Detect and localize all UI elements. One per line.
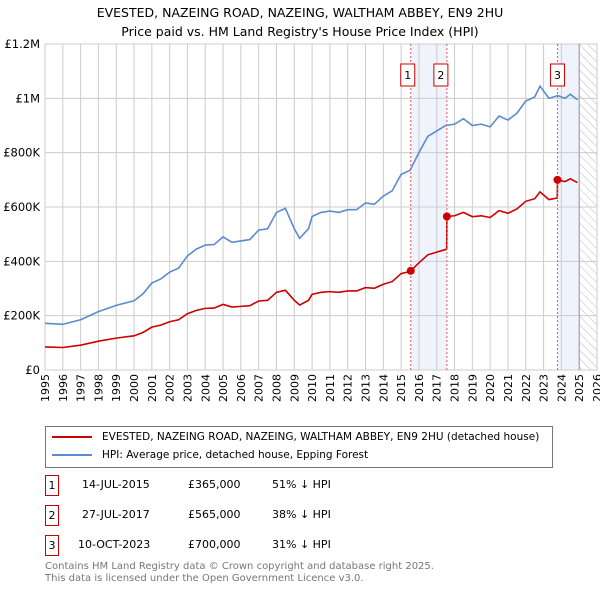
x-tick-label: 1996: [57, 374, 70, 402]
property-line: [44, 177, 578, 349]
y-tick-label: £200K: [3, 309, 40, 323]
x-tick-label: 2022: [520, 374, 533, 402]
sale-hpi-diff: 38% ↓ HPI: [272, 508, 331, 521]
x-tick-label: 2023: [538, 374, 551, 402]
x-tick-label: 2016: [413, 374, 426, 402]
sale-label-box: [433, 63, 449, 87]
sale-row-3: 3 10-OCT-2023 £700,000 31% ↓ HPI: [45, 535, 445, 556]
x-tick-label: 2013: [360, 374, 373, 402]
y-tick-label: £1.2M: [4, 37, 40, 51]
x-tick-label: 2012: [342, 374, 355, 402]
sale-point: [442, 212, 451, 221]
x-tick-label: 2014: [377, 374, 390, 402]
legend-hpi-label: HPI: Average price, detached house, Eppi…: [102, 449, 369, 461]
y-tick-label: £0: [25, 363, 40, 377]
sale-badge: 2: [45, 505, 59, 526]
y-tick-label: £400K: [3, 254, 40, 268]
sale-label: 1: [404, 69, 411, 82]
x-tick-label: 2011: [324, 374, 337, 402]
x-tick-label: 2004: [199, 374, 212, 402]
sale-point: [553, 175, 562, 184]
x-tick-label: 2010: [306, 374, 319, 402]
sale-label-box: [549, 63, 565, 87]
sale-price: £700,000: [188, 538, 241, 551]
sale-hpi-diff: 31% ↓ HPI: [272, 538, 331, 551]
x-tick-label: 2026: [591, 374, 600, 402]
x-tick-label: 2003: [181, 374, 194, 402]
x-tick-label: 2024: [555, 374, 568, 402]
x-tick-label: 2019: [466, 374, 479, 402]
y-tick-label: £600K: [3, 200, 40, 214]
sale-label: 3: [554, 69, 561, 82]
legend: EVESTED, NAZEING ROAD, NAZEING, WALTHAM …: [45, 426, 553, 468]
sale-row-2: 2 27-JUL-2017 £565,000 38% ↓ HPI: [45, 505, 445, 526]
x-tick-label: 2002: [164, 374, 177, 402]
x-tick-label: 2006: [235, 374, 248, 402]
sale-point: [406, 266, 415, 275]
sale-date: 10-OCT-2023: [78, 538, 151, 551]
sale-label-box: [400, 63, 416, 87]
y-tick-label: £1M: [15, 91, 40, 105]
y-tick-label: £800K: [3, 146, 40, 160]
sale-price: £565,000: [188, 508, 241, 521]
x-tick-label: 2017: [431, 374, 444, 402]
attribution: Contains HM Land Registry data © Crown c…: [45, 561, 434, 585]
x-tick-label: 2007: [253, 374, 266, 402]
sale-label: 2: [437, 69, 444, 82]
legend-property-swatch: [52, 436, 92, 438]
sale-badge: 1: [45, 475, 59, 496]
chart-title: EVESTED, NAZEING ROAD, NAZEING, WALTHAM …: [0, 3, 600, 41]
x-tick-label: 2018: [449, 374, 462, 402]
x-tick-label: 2008: [270, 374, 283, 402]
sale-price: £365,000: [188, 478, 241, 491]
x-tick-label: 2001: [146, 374, 159, 402]
legend-hpi-swatch: [52, 454, 92, 456]
x-tick-label: 2009: [288, 374, 301, 402]
x-tick-label: 1995: [39, 374, 52, 402]
legend-property-label: EVESTED, NAZEING ROAD, NAZEING, WALTHAM …: [102, 431, 540, 443]
sale-badge: 3: [45, 535, 59, 556]
x-tick-label: 2005: [217, 374, 230, 402]
price-chart: 1995 1996 1997 1998 1999 2000 2001 2002 2003 2004…: [3, 37, 600, 402]
sale-date: 27-JUL-2017: [82, 508, 150, 521]
x-tick-label: 2015: [395, 374, 408, 402]
x-tick-label: 2025: [573, 374, 586, 402]
title: EVESTED, NAZEING ROAD, NAZEING, WALTHAM …: [96, 5, 504, 20]
legend-hpi: HPI: Average price, detached house, Eppi…: [52, 449, 368, 461]
sale-hpi-diff: 51% ↓ HPI: [272, 478, 331, 491]
x-tick-label: 1998: [92, 374, 105, 402]
legend-property: EVESTED, NAZEING ROAD, NAZEING, WALTHAM …: [52, 431, 539, 443]
hpi-line: [44, 84, 578, 326]
sale-date: 14-JUL-2015: [82, 478, 150, 491]
attribution-line-1: Contains HM Land Registry data © Crown c…: [45, 561, 434, 572]
x-tick-label: 1999: [110, 374, 123, 402]
x-tick-label: 2021: [502, 374, 515, 402]
x-tick-label: 2000: [128, 374, 141, 402]
x-tick-label: 2020: [484, 374, 497, 402]
sale-row-1: 1 14-JUL-2015 £365,000 51% ↓ HPI: [45, 475, 445, 496]
subtitle: Price paid vs. HM Land Registry's House …: [121, 24, 479, 39]
attribution-line-2: This data is licensed under the Open Gov…: [45, 573, 364, 584]
x-tick-label: 1997: [75, 374, 88, 402]
